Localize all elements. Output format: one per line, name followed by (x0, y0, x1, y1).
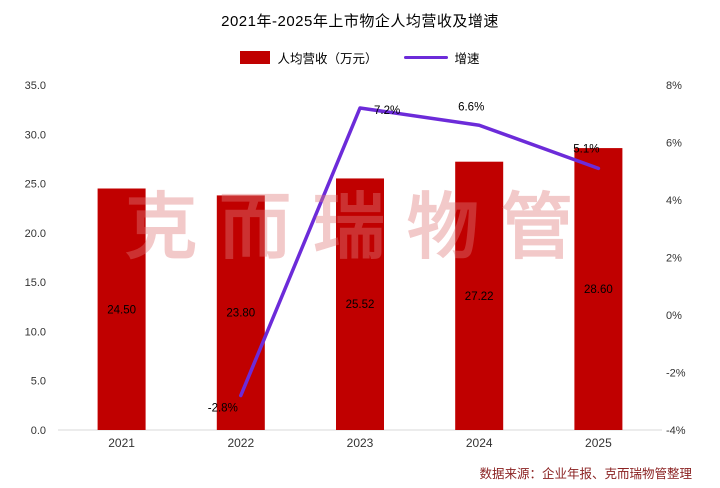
legend-item-bar: 人均营收（万元） (240, 48, 378, 67)
legend-item-line: 增速 (403, 48, 480, 67)
revenue-bar (336, 178, 384, 430)
left-axis-tick: 35.0 (25, 80, 46, 92)
left-axis-tick: 25.0 (25, 179, 46, 191)
x-axis-label: 2022 (227, 436, 254, 450)
left-axis-tick: 15.0 (25, 277, 46, 289)
bar-series-swatch (240, 51, 271, 64)
line-value-label: 6.6% (458, 101, 484, 113)
x-axis-label: 2025 (585, 436, 612, 450)
line-value-label: 7.2% (374, 105, 400, 117)
right-axis-tick: 2% (666, 253, 682, 265)
left-axis-tick: 20.0 (25, 228, 46, 240)
right-axis-tick: 8% (666, 80, 682, 92)
bar-value-label: 24.50 (107, 304, 136, 316)
line-series-swatch (403, 56, 448, 59)
chart-title: 2021年-2025年上市物企人均营收及增速 (221, 13, 499, 30)
bar-value-label: 28.60 (584, 284, 613, 296)
bar-value-label: 27.22 (465, 291, 494, 303)
right-axis-tick: 6% (666, 138, 682, 150)
chart-legend: 人均营收（万元） 增速 (0, 48, 720, 67)
line-value-label: -2.8% (208, 403, 238, 415)
right-axis-tick: 0% (666, 310, 682, 322)
revenue-bar (216, 195, 265, 430)
right-axis-tick: 4% (666, 195, 682, 207)
revenue-bar (97, 188, 146, 430)
left-axis-tick: 10.0 (25, 326, 46, 338)
bar-value-label: 25.52 (346, 299, 375, 311)
growth-line (239, 106, 601, 398)
bar-value-label: 23.80 (226, 308, 255, 320)
left-axis-tick: 30.0 (25, 129, 46, 141)
revenue-bar (455, 161, 504, 430)
x-axis-label: 2021 (108, 436, 135, 450)
left-axis-tick: 5.0 (31, 376, 46, 388)
data-source-note: 数据来源：企业年报、克而瑞物管整理 (479, 467, 692, 481)
revenue-bar (574, 148, 623, 431)
line-value-label: 5.1% (573, 143, 599, 155)
line-series-label: 增速 (454, 52, 480, 66)
left-axis-tick: 0.0 (31, 425, 46, 437)
x-axis-label: 2024 (466, 436, 493, 450)
right-axis-tick: -4% (666, 425, 686, 437)
x-axis-label: 2023 (347, 436, 374, 450)
right-axis-tick: -2% (666, 368, 686, 380)
bar-series-label: 人均营收（万元） (277, 52, 378, 66)
